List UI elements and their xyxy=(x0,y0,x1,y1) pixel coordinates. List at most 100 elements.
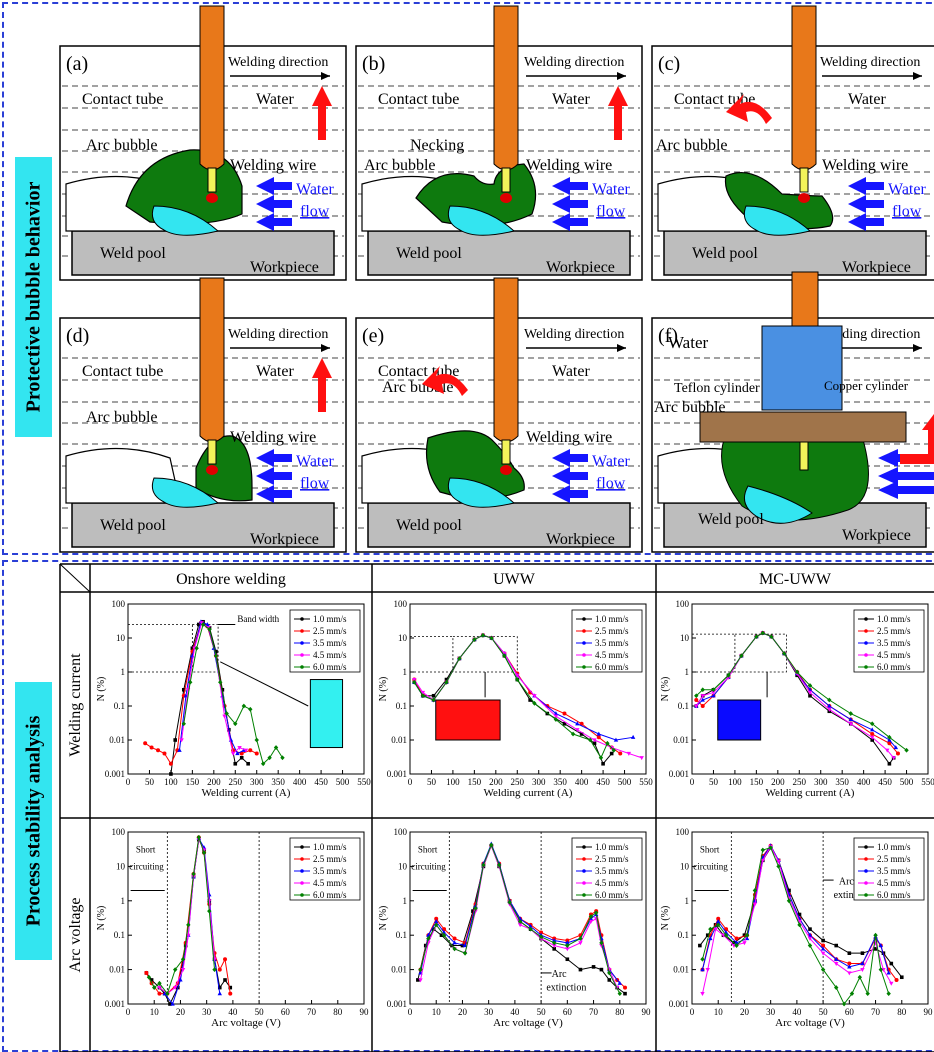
data-point xyxy=(593,910,599,916)
data-point xyxy=(181,687,186,692)
x-tick-label: 350 xyxy=(553,777,567,787)
legend-label: 3.5 mm/s xyxy=(313,638,347,648)
data-point xyxy=(588,919,594,924)
data-point xyxy=(190,646,195,651)
label-welding-wire: Welding wire xyxy=(526,429,612,446)
x-tick-label: 0 xyxy=(126,777,131,787)
data-point xyxy=(744,936,750,941)
welding-direction-label: Welding direction xyxy=(228,327,328,342)
data-point xyxy=(760,630,765,636)
bubble-rise-arrow xyxy=(312,86,332,140)
data-point xyxy=(848,722,853,727)
data-point xyxy=(821,943,826,948)
legend-label: 2.5 mm/s xyxy=(595,854,629,864)
data-point xyxy=(218,679,223,685)
y-tick-label: 0.1 xyxy=(678,930,689,940)
data-point xyxy=(538,934,544,940)
x-tick-label: 100 xyxy=(728,777,742,787)
legend-marker xyxy=(864,665,868,669)
band-pointer xyxy=(220,661,309,707)
data-point xyxy=(170,1001,175,1006)
weld-bead xyxy=(65,447,181,504)
x-tick-label: 100 xyxy=(164,777,178,787)
data-point xyxy=(565,940,570,945)
data-point xyxy=(711,693,716,698)
data-point xyxy=(420,690,426,695)
data-point xyxy=(847,971,852,976)
data-point xyxy=(457,656,462,661)
welding-wire xyxy=(799,167,809,193)
legend-marker xyxy=(582,845,586,849)
data-point xyxy=(517,923,523,928)
legend-marker xyxy=(582,893,586,897)
x-tick-label: 30 xyxy=(202,1007,212,1017)
x-tick-label: 10 xyxy=(150,1007,160,1017)
x-tick-label: 60 xyxy=(563,1007,573,1017)
contact-tube xyxy=(199,277,225,443)
droplet xyxy=(500,465,512,475)
x-tick-label: 10 xyxy=(432,1007,442,1017)
bubble-burst-arrow xyxy=(726,94,772,124)
data-point xyxy=(860,951,865,955)
welding-wire xyxy=(501,167,511,193)
bubble-rise-arrow xyxy=(608,86,628,140)
column-header: Onshore welding xyxy=(176,571,286,588)
stability-charts: Onshore welding UWW MC-UWW Welding current A… xyxy=(59,563,934,1052)
x-tick-label: 300 xyxy=(532,777,546,787)
label-welding-wire: Welding wire xyxy=(230,429,316,446)
contact-tube xyxy=(493,277,519,443)
welding-wire xyxy=(501,439,511,465)
data-point xyxy=(217,991,222,996)
workpiece xyxy=(367,230,631,276)
series-line xyxy=(144,622,257,765)
data-point xyxy=(726,672,731,678)
label-copper-cylinder: Copper cylinder xyxy=(824,378,909,393)
data-point xyxy=(708,936,713,941)
data-point xyxy=(180,968,186,972)
weld-pool xyxy=(743,205,812,236)
data-point xyxy=(434,922,439,928)
data-point xyxy=(553,714,559,719)
label-necking: Necking xyxy=(410,137,464,154)
data-point xyxy=(591,965,596,969)
data-point xyxy=(742,941,747,946)
data-point xyxy=(893,745,899,750)
water-flow-arrow xyxy=(256,195,292,213)
diagram-panel: (f) Welding direction Water Teflon cylinder… xyxy=(651,271,934,553)
data-point xyxy=(607,978,612,982)
x-tick-label: 70 xyxy=(589,1007,599,1017)
legend-marker xyxy=(864,617,868,621)
series-line xyxy=(420,843,621,994)
legend-label: 3.5 mm/s xyxy=(877,866,911,876)
data-point xyxy=(848,711,853,716)
data-point xyxy=(183,943,188,948)
label-water-flow: Water xyxy=(296,453,334,470)
data-point xyxy=(575,728,580,733)
data-point xyxy=(460,943,465,948)
y-tick-label: 10 xyxy=(680,633,690,643)
x-tick-label: 50 xyxy=(537,1007,547,1017)
data-point xyxy=(797,912,802,917)
data-point xyxy=(588,914,594,919)
data-point xyxy=(472,637,477,642)
annotation-circuiting: circuiting xyxy=(411,862,446,872)
data-point xyxy=(260,761,266,767)
x-tick-label: 50 xyxy=(819,1007,829,1017)
x-tick-label: 50 xyxy=(427,777,437,787)
legend-label: 1.0 mm/s xyxy=(595,842,629,852)
label-water-flow: Water xyxy=(592,181,630,198)
y-tick-label: 0.001 xyxy=(669,999,689,1009)
data-point xyxy=(179,738,184,743)
x-tick-label: 60 xyxy=(281,1007,291,1017)
y-axis-label: N (%) xyxy=(96,906,107,931)
legend-label: 6.0 mm/s xyxy=(595,662,629,672)
data-point xyxy=(618,751,623,756)
y-tick-label: 0.001 xyxy=(669,769,689,779)
data-point xyxy=(711,687,716,693)
data-point xyxy=(807,690,813,695)
data-point xyxy=(539,930,544,935)
data-point xyxy=(473,909,478,914)
x-axis-label: Welding current (A) xyxy=(202,787,291,799)
